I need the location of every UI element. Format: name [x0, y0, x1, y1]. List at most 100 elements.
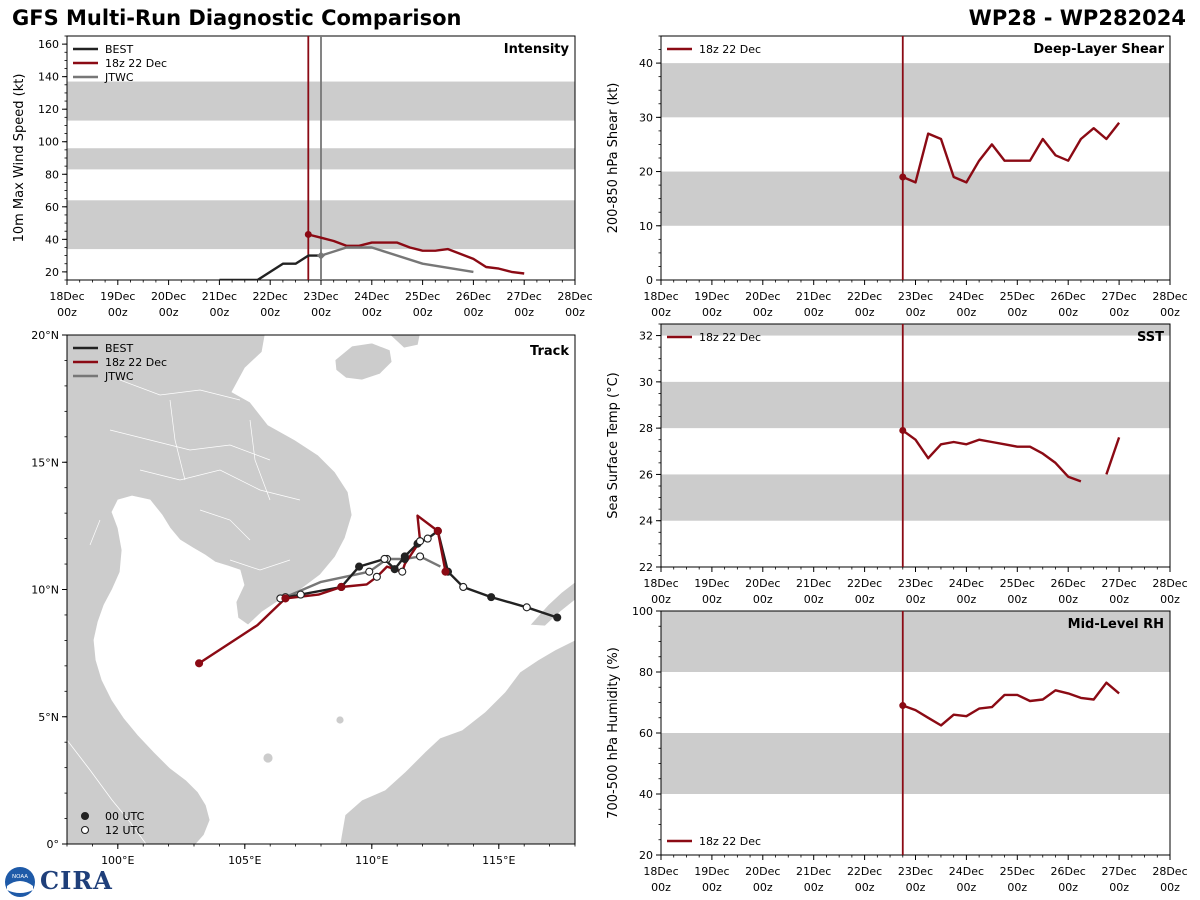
storm-id-title: WP28 - WP282024 [968, 6, 1186, 30]
y-tick-label: 26 [639, 468, 653, 481]
track-point [337, 582, 346, 592]
x-tick-sublabel: 00z [804, 593, 824, 606]
shaded-bands [661, 324, 1170, 521]
y-tick-label: 80 [45, 168, 59, 181]
x-tick-sublabel: 00z [464, 306, 484, 319]
y-tick-label: 32 [639, 330, 653, 343]
x-tick-label: 21Dec [796, 865, 831, 878]
x-tick-sublabel: 00z [362, 306, 382, 319]
series-line [1105, 437, 1121, 475]
x-tick-sublabel: 00z [1109, 593, 1129, 606]
shear-chart: 0 10 20 30 40 18Dec 00z 19Dec 00z 20Dec 00z 21Dec 00… [606, 35, 1188, 319]
track-series [195, 514, 562, 668]
intensity-chart: 20 40 60 80 100 120 140 160 18Dec 00z 19Dec 00z 20De… [12, 35, 593, 319]
x-tick-sublabel: 00z [1109, 881, 1129, 894]
legend-label: BEST [105, 342, 133, 355]
x-tick-label: 28Dec [1152, 865, 1187, 878]
x-tick-label: 20Dec [745, 290, 780, 303]
legend-label: 18z 22 Dec [105, 356, 167, 369]
land-island [335, 715, 345, 725]
land-palawan [529, 581, 575, 627]
y-tick-label: 20°N [31, 329, 59, 342]
x-tick-label: 28Dec [557, 290, 592, 303]
x-tick-label: 18Dec [49, 290, 84, 303]
init-point [899, 426, 907, 434]
x-tick-sublabel: 00z [702, 306, 722, 319]
x-tick-label: 22Dec [847, 865, 882, 878]
y-tick-label: 5°N [38, 711, 59, 724]
x-tick-label: 24Dec [354, 290, 389, 303]
track-line [198, 514, 447, 665]
x-tick-label: 28Dec [1152, 290, 1187, 303]
x-tick-label: 20Dec [151, 290, 186, 303]
x-tick-label: 23Dec [898, 577, 933, 590]
x-tick-label: 18Dec [643, 865, 678, 878]
marker-legend-symbol [80, 811, 90, 821]
track-point [459, 582, 468, 592]
chart-title: Intensity [504, 42, 570, 57]
y-tick-label: 20 [639, 166, 653, 179]
y-tick-label: 28 [639, 422, 653, 435]
y-tick-label: 30 [639, 111, 653, 124]
y-tick-label: 10°N [31, 584, 59, 597]
marker-legend-label: 12 UTC [105, 824, 145, 837]
y-tick-label: 20 [45, 266, 59, 279]
y-tick-label: 24 [639, 515, 653, 528]
land-mainland [67, 335, 353, 844]
x-tick-label: 25Dec [405, 290, 440, 303]
y-axis-label: 700-500 hPa Humidity (%) [606, 647, 621, 819]
x-tick-sublabel: 00z [260, 306, 280, 319]
noaa-logo-wave [7, 881, 33, 893]
x-tick-label: 22Dec [847, 290, 882, 303]
x-tick-label: 100°E [101, 854, 134, 867]
y-tick-label: 0° [47, 838, 60, 851]
y-axis-label: 10m Max Wind Speed (kt) [12, 74, 27, 243]
x-tick-label: 20Dec [745, 865, 780, 878]
track-point [380, 554, 389, 564]
y-tick-label: 30 [639, 376, 653, 389]
x-tick-label: 115°E [482, 854, 515, 867]
y-tick-label: 160 [38, 38, 59, 51]
shaded-band [661, 611, 1170, 672]
track-point [487, 593, 496, 602]
page-title: GFS Multi-Run Diagnostic Comparison [12, 6, 462, 30]
x-tick-label: 25Dec [1000, 865, 1035, 878]
track-point [522, 603, 531, 612]
x-tick-label: 19Dec [694, 865, 729, 878]
x-tick-label: 23Dec [898, 865, 933, 878]
series-group [902, 122, 1121, 184]
track-point [195, 659, 204, 668]
plot-frame [660, 323, 1171, 568]
series-group [219, 233, 525, 280]
x-tick-sublabel: 00z [804, 881, 824, 894]
track-point [400, 552, 409, 561]
y-tick-label: 140 [38, 71, 59, 84]
x-tick-sublabel: 00z [957, 593, 977, 606]
track-point [281, 594, 290, 603]
series-line [219, 254, 321, 280]
track-point [416, 537, 425, 546]
land-island [262, 752, 274, 764]
x-tick-label: 26Dec [1051, 577, 1086, 590]
x-tick-label: 26Dec [1051, 290, 1086, 303]
x-tick-label: 26Dec [1051, 865, 1086, 878]
land-china [389, 335, 421, 349]
x-tick-label: 26Dec [456, 290, 491, 303]
chart-title: Track [530, 344, 569, 359]
track-point [390, 565, 399, 574]
series-line [902, 122, 1121, 184]
x-tick-label: 21Dec [796, 290, 831, 303]
chart-title: Deep-Layer Shear [1033, 42, 1164, 57]
y-tick-label: 80 [639, 666, 653, 679]
y-tick-label: 40 [639, 57, 653, 70]
y-tick-label: 10 [639, 220, 653, 233]
track-axes: 100°E 105°E 110°E 115°E 0° 5°N 10°N 15°N 20°N Tra… [31, 329, 576, 867]
track-point [441, 567, 450, 576]
init-point [899, 702, 907, 710]
y-tick-label: 100 [38, 136, 59, 149]
land-borneo [339, 639, 575, 844]
x-tick-label: 22Dec [847, 577, 882, 590]
x-tick-sublabel: 00z [957, 881, 977, 894]
x-tick-label: 21Dec [202, 290, 237, 303]
